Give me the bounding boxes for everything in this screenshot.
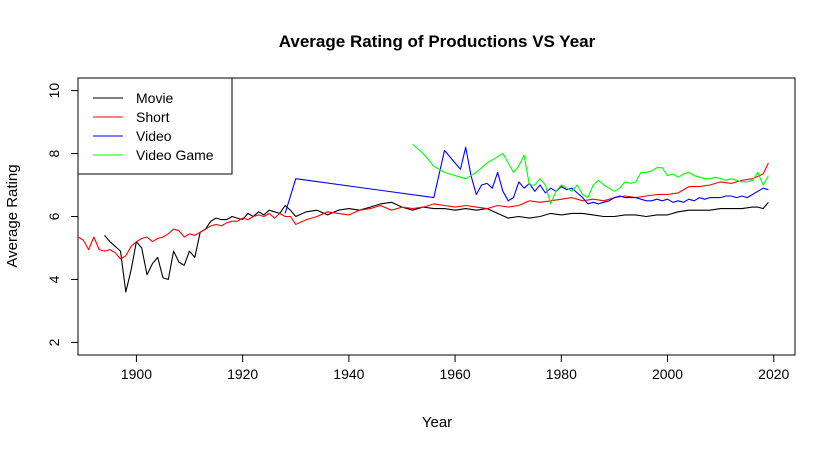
series-line-video [284,146,769,214]
series-line-short [77,162,769,260]
legend-label: Video [136,128,172,144]
series-line-movie [104,201,769,293]
x-tick-label: 1940 [333,366,364,382]
y-tick-label: 2 [46,338,62,346]
legend-label: Movie [136,90,174,106]
x-tick-label: 2000 [652,366,683,382]
y-tick-label: 8 [46,149,62,157]
x-axis: 1900 1920 1940 1960 1980 2000 2020 [121,355,790,382]
series-layer [77,143,769,293]
y-tick-label: 6 [46,212,62,220]
y-axis-label: Average Rating [4,164,21,267]
x-tick-label: 1960 [440,366,471,382]
series-line-video-game [412,143,769,205]
legend-label: Video Game [136,147,214,163]
x-tick-label: 2020 [758,366,789,382]
x-tick-label: 1920 [227,366,258,382]
y-tick-label: 10 [46,83,62,99]
x-axis-label: Year [422,414,452,431]
legend: Movie Short Video Video Game [77,77,233,175]
y-tick-label: 4 [46,275,62,283]
chart-title: Average Rating of Productions VS Year [279,32,596,51]
x-tick-label: 1980 [546,366,577,382]
y-axis: 2 4 6 8 10 [46,83,78,346]
legend-box [77,77,233,175]
x-tick-label: 1900 [121,366,152,382]
legend-label: Short [136,109,170,125]
